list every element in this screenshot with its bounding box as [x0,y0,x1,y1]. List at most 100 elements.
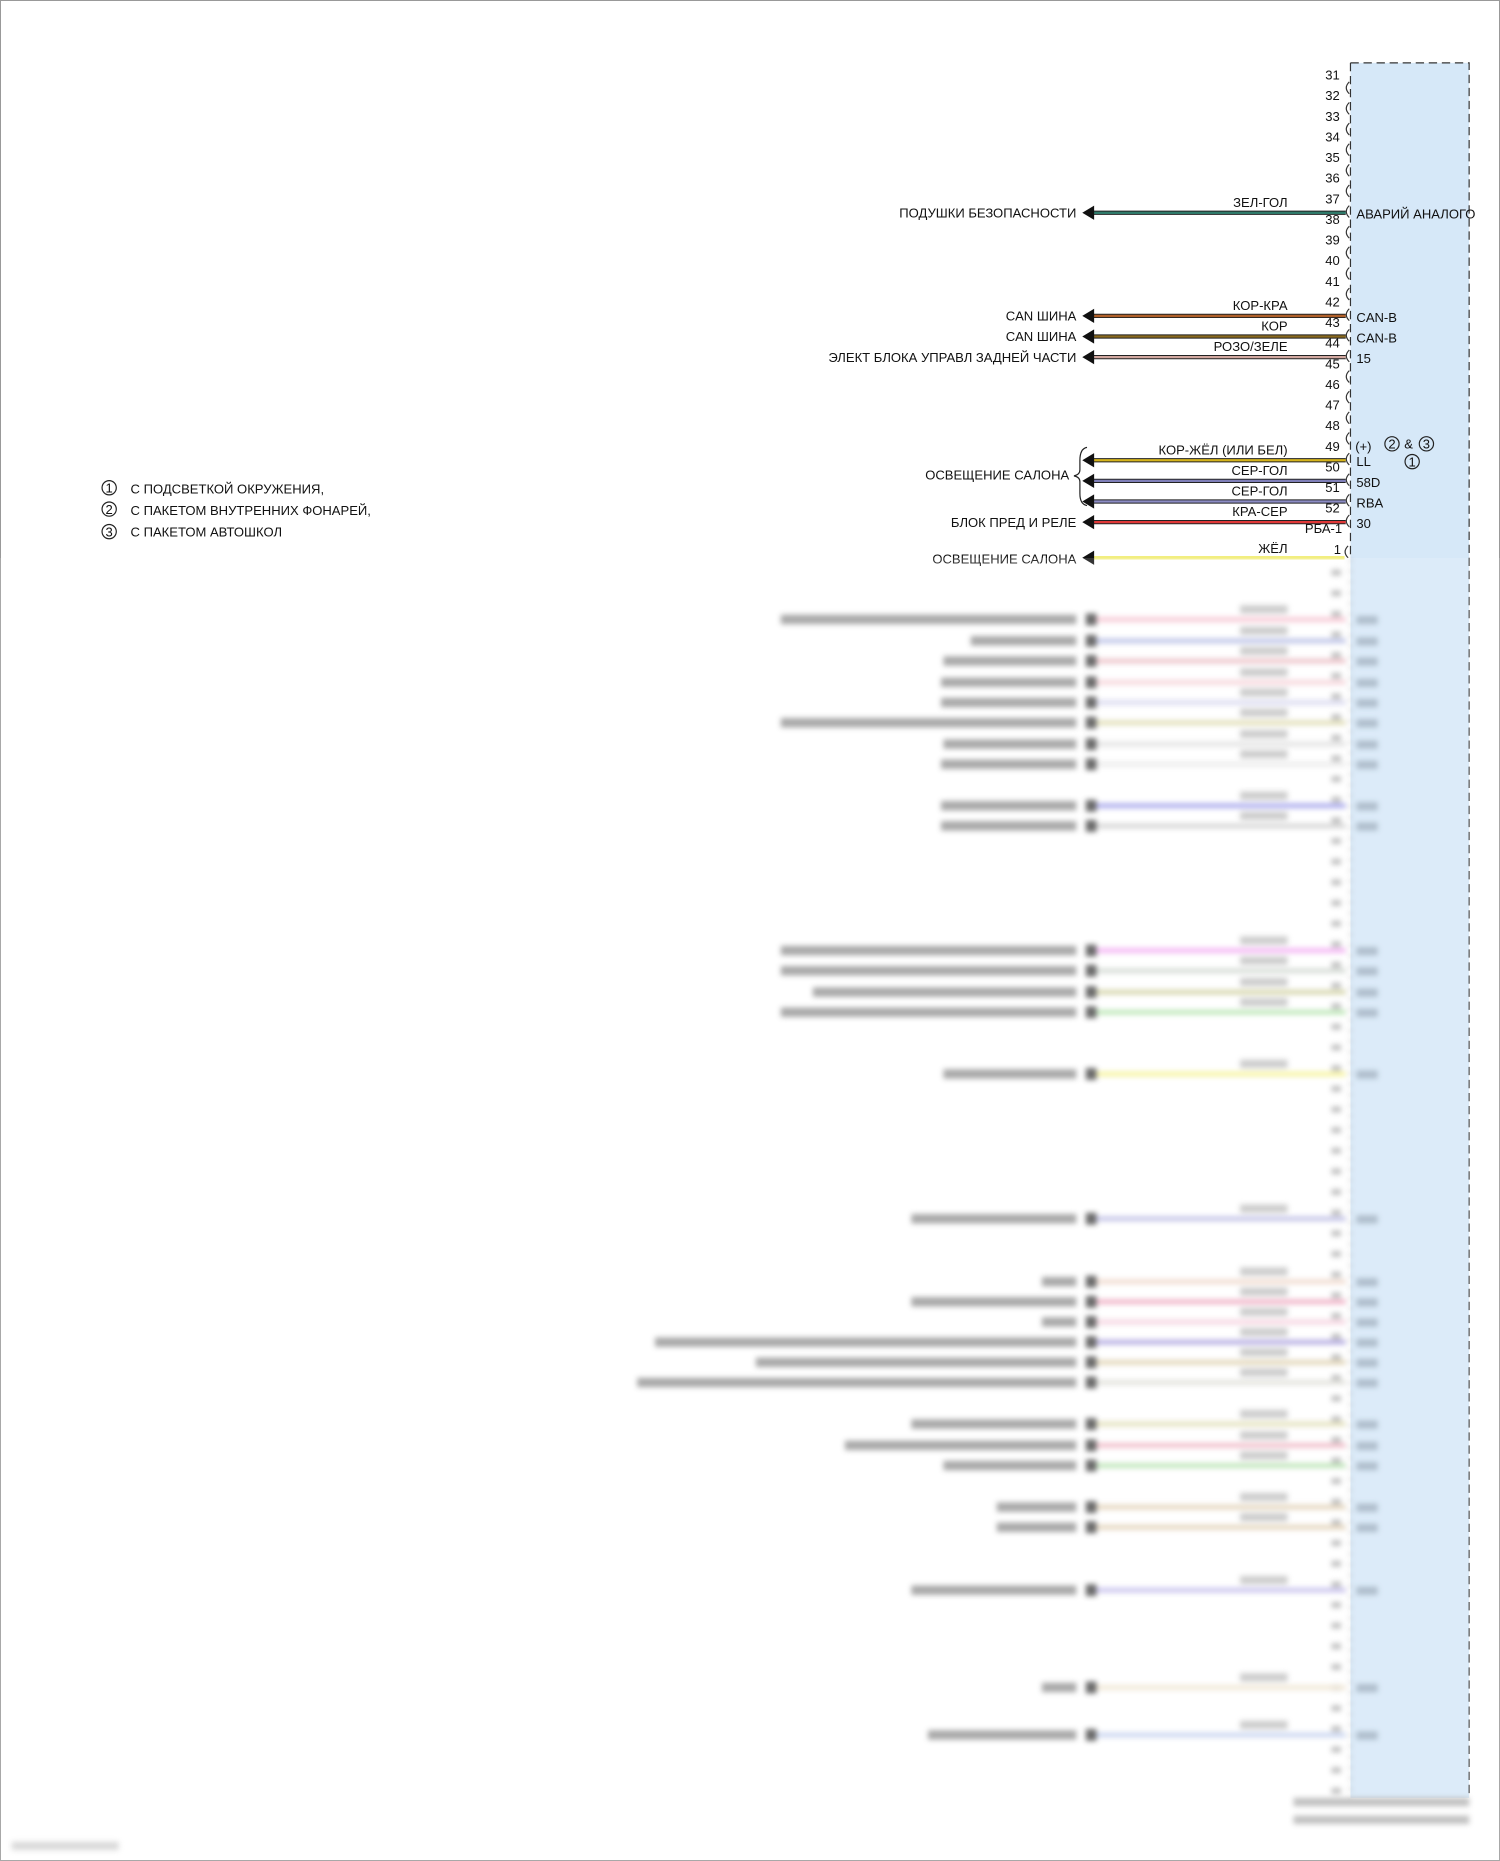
arrow-icon [1082,350,1095,365]
legend-number: 2 [106,502,113,517]
connector-border-dashed [1350,62,1470,1798]
blurred-wire-row [941,668,1378,689]
group-brace [1073,446,1088,507]
blurred-wire-row [780,708,1378,729]
legend-item-1: 1 С ПОДСВЕТКОЙ ОКРУЖЕНИЯ, [101,480,325,497]
blurred-wire-row [996,1492,1378,1514]
destination-label-blurred [941,759,1077,769]
pin-number-blurred [1331,672,1341,679]
destination-label-blurred [911,1297,1077,1307]
destination-label-blurred [943,1460,1077,1471]
destination-label-blurred [996,1522,1077,1533]
legend-text: С ПОДСВЕТКОЙ ОКРУЖЕНИЯ, [131,482,325,497]
signal-label-blurred [1356,802,1378,811]
pin-number-blurred [1331,1354,1341,1361]
connector-end-icon [1085,1336,1097,1349]
pin-number-blurred [1331,1457,1341,1464]
blurred-wire-row [780,998,1378,1019]
destination-label-blurred [943,739,1077,749]
color-code-blurred [1240,646,1288,656]
pin-number-blurred [1331,982,1341,989]
pin-number-blurred [1331,796,1341,803]
pin-number-blurred [1331,1003,1341,1010]
connector-end-icon [1085,696,1097,709]
signal-label-blurred [1356,1008,1378,1018]
connector-end-icon [1085,1439,1097,1452]
pin-number-blurred [1331,569,1341,576]
pin-terminal [1345,225,1350,239]
color-code-blurred [1240,1575,1288,1585]
signal-label-blurred [1356,698,1378,708]
pin-signal: LL [1356,454,1371,469]
pin-signal: 15 [1356,351,1371,366]
connector-end-icon [1085,1376,1097,1389]
signal-label-blurred [1356,822,1378,831]
pin-terminal [1345,349,1350,363]
pin-number-blurred [1331,1395,1341,1402]
signal-label-blurred [1356,1420,1378,1429]
connector-end-icon [1085,758,1097,771]
color-code-blurred [1240,1368,1288,1377]
pin-terminal [1345,328,1350,342]
connector-end-icon [1085,799,1097,812]
destination-label-blurred [780,614,1077,625]
pin-number-blurred [1331,817,1341,824]
pin-terminal [1345,246,1350,260]
blurred-wire-row [970,626,1378,647]
connector-caption-blurred [1293,1815,1470,1824]
color-code-blurred [1240,1513,1288,1522]
pin-number: 50 [1325,459,1340,474]
signal-label-blurred [1356,1523,1378,1533]
wire-color-code: СЕР-ГОЛ [1231,484,1287,499]
connector-end-icon [1085,964,1097,977]
signal-label-blurred [1356,946,1378,956]
connector-end-icon [1085,944,1097,957]
color-code-blurred [1240,998,1288,1007]
legend: 1 С ПОДСВЕТКОЙ ОКРУЖЕНИЯ, 2 С ПАКЕТОМ ВН… [101,480,371,539]
connector-end-icon [1085,676,1097,689]
pin-number-blurred [1331,1106,1341,1113]
blurred-wire-row [941,749,1378,771]
signal-label-blurred [1356,719,1378,728]
signal-label-blurred [1356,1441,1378,1451]
pin-number-blurred [1331,1581,1341,1588]
plus-label: (+) [1355,439,1371,454]
pin-number-blurred [1331,1147,1341,1154]
pin-number-blurred [1331,1622,1341,1629]
pin-number: 32 [1325,88,1340,103]
connector-end-icon [1085,1316,1097,1328]
connector-end-icon [1085,716,1097,729]
pin-number: 31 [1325,68,1340,83]
wire-destination: CAN ШИНА [1006,309,1077,324]
blurred-wire-row [927,1720,1378,1741]
connector-end-icon [1085,613,1097,626]
destination-label-blurred [812,987,1077,997]
signal-label-blurred [1356,1683,1378,1693]
connector-end-icon [1085,738,1097,750]
pin-terminal [1345,390,1350,404]
pin-number-blurred [1331,631,1341,638]
pin-number: 46 [1325,377,1340,392]
blurred-wire-row [911,1204,1378,1225]
pin-number-blurred [1331,776,1341,783]
pin-signal: CAN-B [1356,330,1397,345]
wire-destination: ПОДУШКИ БЕЗОПАСНОСТИ [899,205,1076,220]
destination-label-blurred [780,945,1077,956]
wire-pin-44: РОЗО/ЗЕЛЕ ЭЛЕКТ БЛОКА УПРАВЛ ЗАДНЕЙ ЧАСТИ… [828,339,1371,366]
destination-label-blurred [941,821,1077,831]
pin-number-blurred [1331,1251,1341,1257]
wire-color-code: ЗЕЛ-ГОЛ [1233,195,1287,210]
blurred-wire-row [943,729,1378,750]
pin-number-blurred [1331,755,1341,762]
pin-number-blurred [1331,838,1341,844]
pin-number-blurred [1331,1436,1341,1443]
pin-terminal [1345,411,1350,425]
wire-destination: ЭЛЕКТ БЛОКА УПРАВЛ ЗАДНЕЙ ЧАСТИ [828,350,1076,365]
pin-number-blurred [1331,1044,1341,1051]
color-code-blurred [1240,708,1288,717]
pin-number: 52 [1325,501,1340,516]
color-code-blurred [1240,1327,1288,1337]
pin-number-blurred [1331,1416,1341,1423]
pin-number: 38 [1325,212,1340,227]
